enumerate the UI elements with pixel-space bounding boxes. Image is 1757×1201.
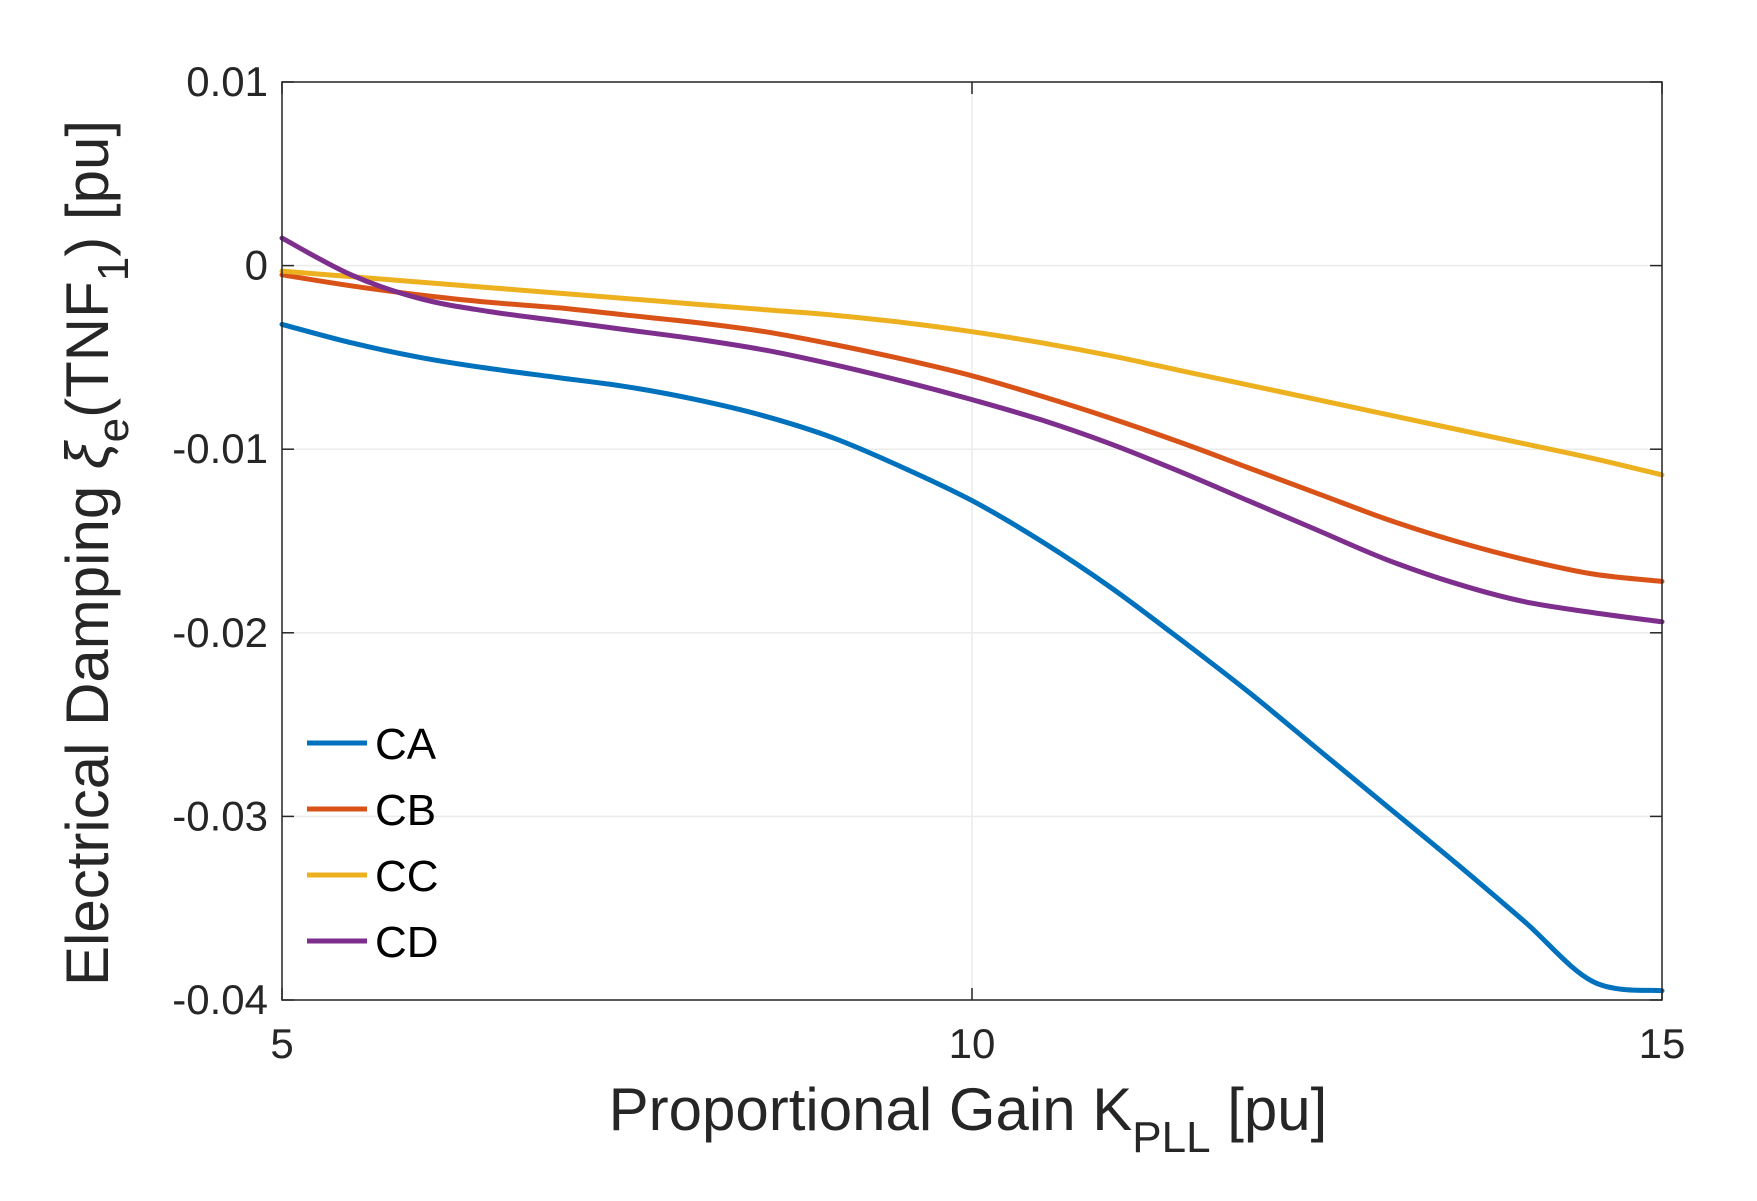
y-tick-label: -0.01 xyxy=(172,425,268,472)
x-axis-title-unit: [pu] xyxy=(1211,1076,1328,1143)
legend: CA CB CC CD xyxy=(307,720,439,967)
legend-label-cd: CD xyxy=(375,918,439,967)
y-tick-label: 0 xyxy=(245,242,268,289)
y-axis-title-subscript-1: 1 xyxy=(89,257,138,281)
legend-label-cb: CB xyxy=(375,786,436,835)
x-tick-label: 5 xyxy=(270,1020,293,1067)
y-tick-label: -0.04 xyxy=(172,976,268,1023)
x-tick-label: 10 xyxy=(949,1020,996,1067)
x-tick-label: 15 xyxy=(1639,1020,1686,1067)
y-axis-title-post: ) [pu] xyxy=(54,120,121,257)
y-axis-title-mid: (TNF xyxy=(54,281,121,418)
series-line-cd xyxy=(279,235,1665,625)
x-axis-title: Proportional Gain KPLL [pu] xyxy=(609,1076,1328,1162)
legend-label-ca: CA xyxy=(375,720,437,769)
legend-label-cc: CC xyxy=(375,852,439,901)
y-axis-title: Electrical Damping ξe(TNF1) [pu] xyxy=(54,120,138,986)
series-layer xyxy=(279,235,1665,994)
y-axis-title-subscript-e: e xyxy=(89,418,138,442)
y-tick-label: -0.02 xyxy=(172,609,268,656)
series-line-ca xyxy=(279,321,1665,994)
y-axis-ticks: 0.01 0 -0.01 -0.02 -0.03 -0.04 xyxy=(172,58,1662,1023)
series-line-cb xyxy=(279,272,1665,584)
x-axis-title-main: Proportional Gain K xyxy=(609,1076,1133,1143)
x-axis-title-subscript: PLL xyxy=(1132,1113,1210,1162)
series-line-cc xyxy=(279,268,1665,478)
y-tick-label: 0.01 xyxy=(186,58,268,105)
y-axis-title-xi: ξ xyxy=(54,439,121,469)
y-axis-title-pre: Electrical Damping xyxy=(54,469,121,986)
y-tick-label: -0.03 xyxy=(172,792,268,839)
x-axis-ticks: 5 10 15 xyxy=(270,82,1685,1067)
